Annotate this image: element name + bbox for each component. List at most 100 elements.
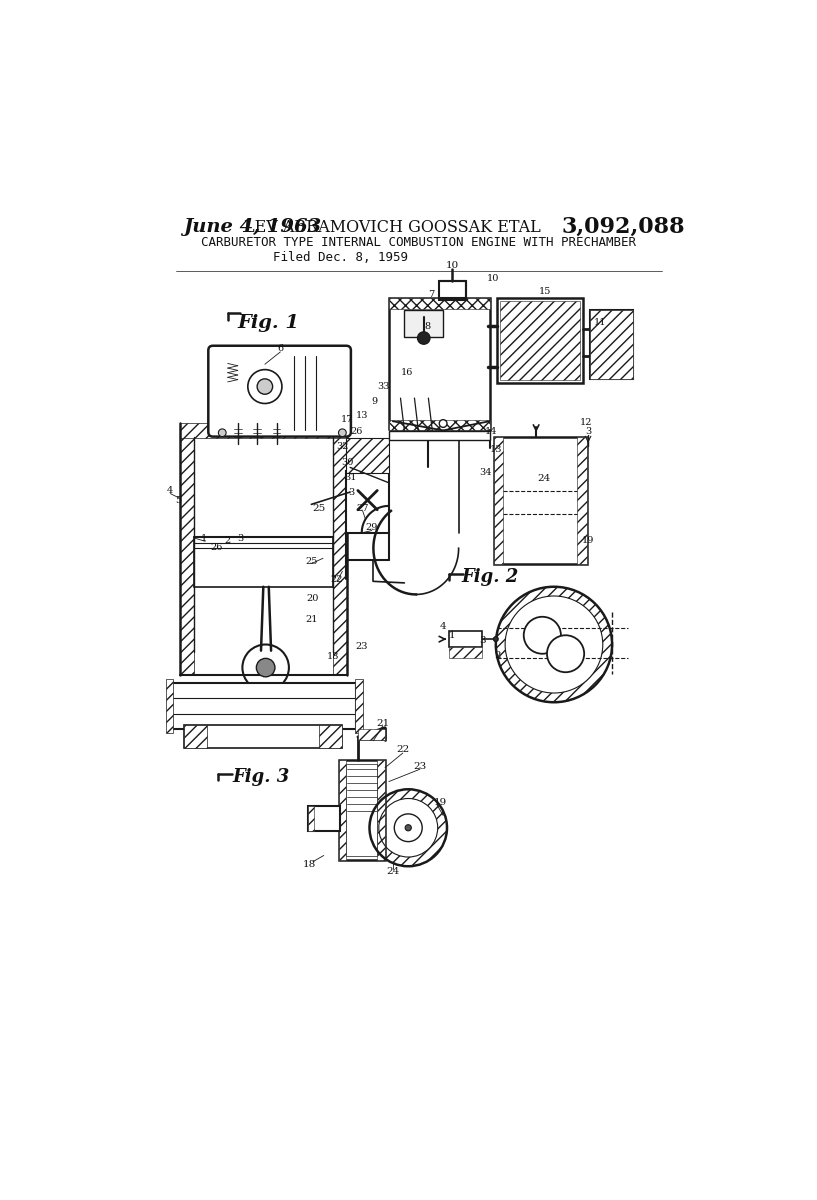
FancyBboxPatch shape bbox=[208, 346, 350, 437]
Text: 32: 32 bbox=[336, 442, 349, 451]
Text: 33: 33 bbox=[377, 382, 390, 391]
Text: 13: 13 bbox=[356, 412, 368, 420]
Bar bbox=[389, 431, 489, 440]
Bar bbox=[389, 298, 489, 428]
Text: 20: 20 bbox=[306, 594, 319, 602]
Bar bbox=[184, 725, 342, 749]
Text: CARBURETOR TYPE INTERNAL COMBUSTION ENGINE WITH PRECHAMBER: CARBURETOR TYPE INTERNAL COMBUSTION ENGI… bbox=[201, 236, 636, 250]
Text: 13: 13 bbox=[489, 445, 502, 454]
Text: 27: 27 bbox=[356, 504, 368, 512]
Circle shape bbox=[524, 617, 561, 654]
Text: 21: 21 bbox=[376, 719, 389, 727]
Text: 11: 11 bbox=[594, 318, 607, 328]
Bar bbox=[346, 438, 389, 473]
Text: 10: 10 bbox=[487, 275, 499, 283]
Bar bbox=[591, 310, 633, 379]
Text: 1: 1 bbox=[449, 631, 456, 640]
Text: 17: 17 bbox=[341, 415, 353, 424]
Text: 4: 4 bbox=[440, 622, 446, 630]
Text: 3: 3 bbox=[585, 427, 592, 436]
Text: 7: 7 bbox=[428, 290, 435, 300]
Text: 26: 26 bbox=[211, 542, 223, 552]
Circle shape bbox=[218, 428, 226, 437]
Text: 2: 2 bbox=[494, 650, 501, 660]
Text: 12: 12 bbox=[580, 419, 593, 427]
Bar bbox=[180, 437, 194, 676]
Text: 16: 16 bbox=[400, 368, 413, 377]
Text: Filed Dec. 8, 1959: Filed Dec. 8, 1959 bbox=[274, 252, 408, 264]
Circle shape bbox=[417, 332, 430, 344]
Bar bbox=[358, 730, 385, 740]
Text: 3: 3 bbox=[348, 488, 354, 497]
Bar bbox=[498, 298, 583, 383]
Text: 19: 19 bbox=[434, 798, 448, 806]
Text: 15: 15 bbox=[539, 287, 551, 296]
Text: 30: 30 bbox=[341, 457, 353, 467]
Bar bbox=[333, 437, 347, 676]
Circle shape bbox=[338, 428, 346, 437]
Bar bbox=[501, 301, 579, 379]
Circle shape bbox=[440, 420, 447, 427]
Bar bbox=[307, 806, 314, 830]
Bar bbox=[493, 437, 587, 564]
Bar bbox=[449, 647, 482, 659]
Text: 5: 5 bbox=[175, 496, 181, 505]
Bar bbox=[184, 725, 207, 749]
Text: 31: 31 bbox=[344, 473, 356, 482]
Text: June 4, 1963: June 4, 1963 bbox=[184, 218, 322, 236]
Text: 4: 4 bbox=[167, 486, 173, 494]
Text: LEV ABRAMOVICH GOOSSAK ETAL: LEV ABRAMOVICH GOOSSAK ETAL bbox=[244, 218, 541, 235]
Text: 3: 3 bbox=[237, 534, 243, 542]
Text: 25: 25 bbox=[306, 557, 318, 566]
Circle shape bbox=[405, 824, 411, 830]
Bar bbox=[404, 310, 443, 336]
Text: 26: 26 bbox=[350, 427, 363, 436]
Text: 18: 18 bbox=[327, 652, 339, 660]
Text: 8: 8 bbox=[425, 322, 431, 331]
Text: 3,092,088: 3,092,088 bbox=[561, 216, 685, 238]
Bar bbox=[166, 679, 173, 733]
Text: 29: 29 bbox=[366, 523, 378, 532]
Text: 10: 10 bbox=[446, 262, 459, 270]
Bar bbox=[449, 631, 482, 647]
Bar bbox=[338, 760, 346, 860]
Circle shape bbox=[257, 659, 275, 677]
Bar bbox=[389, 420, 489, 431]
Circle shape bbox=[493, 637, 498, 642]
Text: Fig. 2: Fig. 2 bbox=[461, 568, 518, 586]
Circle shape bbox=[257, 379, 273, 395]
Text: 34: 34 bbox=[480, 468, 492, 478]
Circle shape bbox=[395, 814, 422, 841]
Bar bbox=[346, 764, 377, 857]
Text: 22: 22 bbox=[396, 745, 409, 755]
Bar bbox=[591, 310, 633, 379]
Text: 25: 25 bbox=[312, 504, 326, 512]
Circle shape bbox=[547, 635, 584, 672]
Bar bbox=[319, 725, 342, 749]
Bar bbox=[307, 806, 340, 830]
Bar bbox=[180, 422, 347, 438]
Text: 14: 14 bbox=[485, 427, 498, 437]
Bar bbox=[355, 679, 363, 733]
Text: 23: 23 bbox=[355, 642, 368, 650]
Bar bbox=[440, 281, 467, 300]
Text: 19: 19 bbox=[582, 536, 594, 545]
Bar bbox=[493, 437, 502, 564]
Text: 22: 22 bbox=[331, 575, 343, 583]
Text: Fig. 3: Fig. 3 bbox=[232, 768, 289, 786]
Text: 6: 6 bbox=[277, 343, 283, 353]
Bar bbox=[338, 760, 385, 860]
Bar bbox=[170, 683, 356, 730]
Bar bbox=[389, 298, 489, 308]
Text: 2: 2 bbox=[225, 536, 230, 545]
Text: 18: 18 bbox=[303, 860, 316, 869]
Text: 3: 3 bbox=[480, 636, 486, 646]
Text: 24: 24 bbox=[386, 868, 400, 876]
Bar bbox=[377, 760, 385, 860]
Text: 21: 21 bbox=[305, 616, 318, 624]
Bar bbox=[577, 437, 587, 564]
Text: Fig. 1: Fig. 1 bbox=[238, 313, 300, 331]
Bar bbox=[346, 472, 389, 533]
Text: 24: 24 bbox=[538, 474, 551, 484]
Text: 9: 9 bbox=[372, 397, 378, 407]
